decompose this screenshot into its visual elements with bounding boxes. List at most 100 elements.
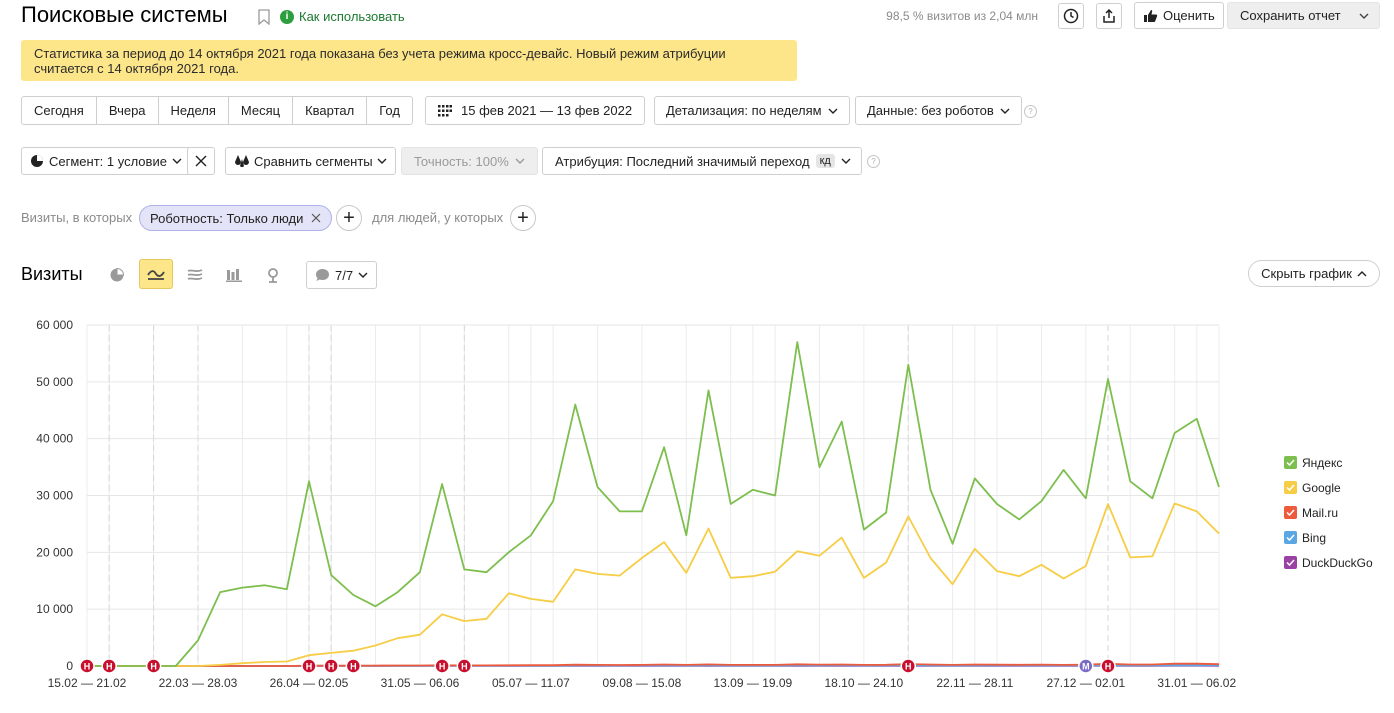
how-to-use-link[interactable]: i Как использовать xyxy=(280,9,405,24)
segment-label: Сегмент: 1 условие xyxy=(49,153,167,169)
checkbox-icon[interactable] xyxy=(1284,506,1297,519)
x-tick-label: 27.12 — 02.01 xyxy=(1046,676,1125,690)
segment-dropdown[interactable]: Сегмент: 1 условие xyxy=(21,147,191,175)
compare-segments-dropdown[interactable]: Сравнить сегменты xyxy=(225,147,396,175)
checkbox-icon[interactable] xyxy=(1284,481,1297,494)
date-range-picker[interactable]: 15 фев 2021 — 13 фев 2022 xyxy=(425,96,646,125)
robot-filter-chip[interactable]: Роботность: Только люди xyxy=(139,205,333,231)
period-week[interactable]: Неделя xyxy=(159,97,229,124)
save-report-label: Сохранить отчет xyxy=(1240,8,1341,23)
chevron-down-icon xyxy=(1359,13,1369,19)
y-tick-label: 60 000 xyxy=(36,318,73,332)
accuracy-label: Точность: 100% xyxy=(414,153,509,169)
x-tick-label: 31.05 — 06.06 xyxy=(381,676,460,690)
add-people-condition-button[interactable]: + xyxy=(510,205,536,231)
detail-dropdown[interactable]: Детализация: по неделям xyxy=(654,96,850,125)
add-visit-condition-button[interactable]: + xyxy=(336,205,362,231)
save-report-button[interactable]: Сохранить отчет xyxy=(1227,2,1380,29)
chart-type-pie[interactable] xyxy=(100,260,134,290)
pie-chart-icon xyxy=(110,267,125,282)
chart-type-area[interactable] xyxy=(178,260,212,290)
date-range-label: 15 фев 2021 — 13 фев 2022 xyxy=(461,103,633,118)
info-icon: i xyxy=(280,9,294,24)
annotation-marker-label: Н xyxy=(106,662,113,672)
legend-item[interactable]: Mail.ru xyxy=(1284,500,1373,525)
period-year[interactable]: Год xyxy=(379,103,400,118)
series-line-yandex xyxy=(87,341,1220,667)
annotation-marker-label: Н xyxy=(439,662,446,672)
x-tick-label: 05.07 — 11.07 xyxy=(492,676,570,690)
bar-chart-icon xyxy=(226,269,242,282)
annotations-dropdown[interactable]: 7/7 xyxy=(306,261,378,289)
chevron-down-icon xyxy=(358,272,368,278)
chevron-down-icon xyxy=(1000,108,1010,114)
period-quarter[interactable]: Квартал xyxy=(293,97,368,124)
attribution-dropdown[interactable]: Атрибуция: Последний значимый переход кд xyxy=(542,147,862,175)
annotation-marker xyxy=(345,658,362,674)
data-dropdown[interactable]: Данные: без роботов xyxy=(855,96,1022,125)
x-tick-label: 15.02 — 21.02 xyxy=(48,676,127,690)
close-icon xyxy=(195,155,207,167)
data-label: Данные: без роботов xyxy=(867,103,994,118)
chart-title: Визиты xyxy=(21,264,83,284)
export-button[interactable] xyxy=(1096,3,1122,29)
legend-item[interactable]: Google xyxy=(1284,475,1373,500)
period-today[interactable]: Сегодня xyxy=(22,97,97,124)
visits-filter-label: Визиты, в которых xyxy=(21,210,133,225)
period-yesterday[interactable]: Вчера xyxy=(97,97,159,124)
legend-item[interactable]: Яндекс xyxy=(1284,450,1373,475)
annotation-marker-label: Н xyxy=(905,662,912,672)
attribution-notice: Статистика за период до 14 октября 2021 … xyxy=(21,40,797,81)
annotation-marker-label: Н xyxy=(150,662,157,672)
visits-share-text: 98,5 % визитов из 2,04 млн xyxy=(886,9,1038,23)
annotation-marker-label: Н xyxy=(84,662,91,672)
help-icon[interactable]: ? xyxy=(1024,105,1037,118)
area-chart-icon xyxy=(187,269,203,281)
hide-chart-button[interactable]: Скрыть график xyxy=(1248,260,1380,287)
x-tick-label: 26.04 — 02.05 xyxy=(270,676,349,690)
annotation-marker-label: Н xyxy=(461,662,468,672)
clear-segment-button[interactable] xyxy=(187,147,215,175)
checkbox-icon[interactable] xyxy=(1284,456,1297,469)
hide-chart-label: Скрыть график xyxy=(1261,266,1352,281)
attribution-label: Атрибуция: Последний значимый переход xyxy=(555,153,810,169)
comment-icon xyxy=(316,269,329,281)
compare-segments-label: Сравнить сегменты xyxy=(254,153,373,169)
annotation-marker xyxy=(456,658,473,674)
accuracy-dropdown[interactable]: Точность: 100% xyxy=(401,147,538,175)
annotation-marker xyxy=(900,658,917,674)
annotation-marker-label: Н xyxy=(328,662,335,672)
y-tick-label: 10 000 xyxy=(36,602,73,616)
legend-label: Mail.ru xyxy=(1302,505,1339,520)
rate-button[interactable]: Оценить xyxy=(1134,2,1224,29)
x-tick-label: 31.01 — 06.02 xyxy=(1157,676,1236,690)
robot-filter-label: Роботность: Только люди xyxy=(150,210,304,226)
annotations-label: 7/7 xyxy=(335,267,354,283)
chevron-down-icon xyxy=(172,158,182,164)
clock-icon xyxy=(1063,8,1079,24)
legend-label: Яндекс xyxy=(1302,455,1343,470)
history-button[interactable] xyxy=(1058,3,1084,29)
chart-type-map[interactable] xyxy=(256,260,290,290)
y-tick-label: 40 000 xyxy=(36,432,73,446)
calendar-icon xyxy=(438,104,452,116)
legend-item[interactable]: Bing xyxy=(1284,525,1373,550)
chart-type-bar[interactable] xyxy=(217,260,251,290)
y-tick-label: 30 000 xyxy=(36,489,73,503)
chart-type-line[interactable] xyxy=(139,259,173,289)
checkbox-icon[interactable] xyxy=(1284,556,1297,569)
pie-chart-icon xyxy=(31,155,43,167)
help-icon[interactable]: ? xyxy=(867,155,880,168)
period-month[interactable]: Месяц xyxy=(229,97,294,124)
chevron-down-icon xyxy=(377,158,387,164)
checkbox-icon[interactable] xyxy=(1284,531,1297,544)
close-icon[interactable] xyxy=(311,213,321,223)
chevron-down-icon xyxy=(828,108,838,114)
bookmark-icon[interactable] xyxy=(258,9,270,25)
share-icon xyxy=(1103,8,1115,23)
y-tick-label: 0 xyxy=(66,659,73,673)
line-chart-icon xyxy=(147,270,165,280)
how-to-use-label: Как использовать xyxy=(299,9,405,24)
legend-item[interactable]: DuckDuckGo xyxy=(1284,550,1373,575)
chart-legend: Яндекс Google Mail.ru Bing DuckDuckGo xyxy=(1284,450,1373,575)
